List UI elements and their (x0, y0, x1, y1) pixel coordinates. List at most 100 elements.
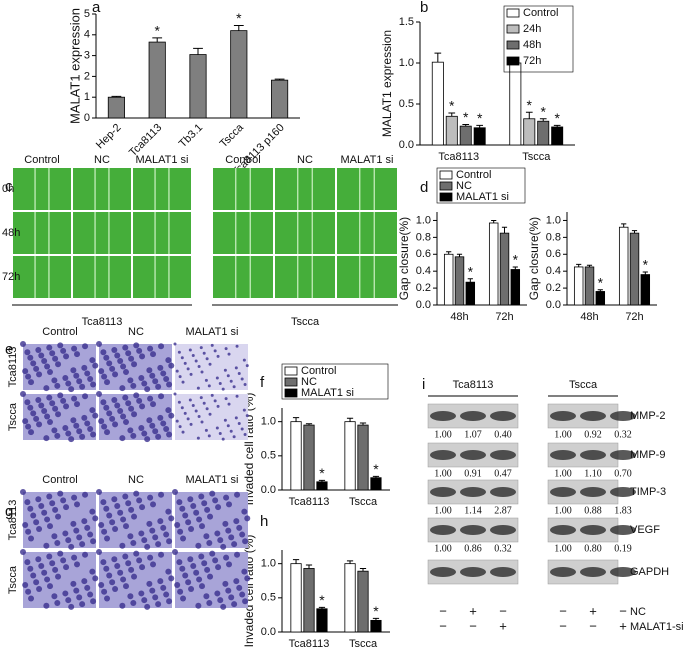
cell (92, 362, 99, 369)
cell (43, 385, 50, 392)
error-bar (642, 271, 648, 275)
cell (181, 380, 185, 384)
cell (117, 569, 124, 576)
cell (130, 599, 137, 606)
cell (38, 563, 45, 569)
treatment-sign: − (619, 603, 627, 618)
cell (155, 433, 162, 440)
cell (55, 573, 62, 580)
cell (73, 527, 80, 534)
cell (125, 400, 132, 407)
micrograph-shade (13, 168, 71, 210)
cell (200, 370, 204, 374)
cell (119, 602, 126, 609)
error-bar (346, 560, 354, 564)
group-label: Tca8113 (453, 379, 494, 391)
cell (202, 351, 206, 355)
blot-band (550, 487, 576, 497)
cell (20, 391, 26, 397)
significance-mark: * (373, 603, 379, 619)
cell (217, 537, 224, 544)
legend-frame (436, 167, 526, 204)
cell (65, 537, 72, 544)
cell (62, 530, 69, 537)
y-tick-label: 0.6 (416, 248, 431, 260)
cell (158, 343, 165, 350)
cell (205, 407, 209, 411)
cell (199, 523, 206, 530)
cell (73, 422, 80, 429)
error-bar (372, 475, 380, 478)
cell (199, 396, 203, 400)
cell (33, 519, 40, 526)
cell (163, 531, 170, 538)
treatment-sign: + (619, 618, 627, 633)
cell (179, 565, 186, 572)
cell (114, 503, 121, 509)
cell (24, 499, 31, 506)
cell (35, 496, 42, 503)
cell (119, 435, 126, 442)
cell (25, 423, 32, 430)
cell (57, 550, 64, 557)
cell (221, 437, 225, 441)
cell (226, 374, 230, 378)
cell (136, 557, 143, 564)
band-ratio: 0.70 (614, 468, 632, 479)
bar (537, 120, 550, 146)
cell (152, 378, 159, 385)
cell (112, 421, 119, 428)
cell (55, 361, 62, 368)
cell (55, 513, 62, 520)
legend-swatch (284, 366, 298, 376)
cell (157, 364, 164, 371)
cell (76, 594, 83, 601)
cell (82, 491, 89, 498)
cell (52, 506, 59, 513)
significance-mark: * (373, 461, 379, 477)
bar (431, 61, 444, 146)
cell (128, 506, 135, 513)
row-label: Tca8113 (7, 347, 19, 388)
column-label: MALAT1 si (186, 326, 239, 338)
cell (172, 549, 178, 555)
cell (65, 430, 72, 437)
cell (68, 543, 75, 550)
x-tick-label: 72h (495, 311, 513, 323)
bar (148, 41, 166, 119)
bar (370, 477, 382, 491)
cell (28, 429, 35, 436)
significance-mark: * (477, 110, 483, 126)
y-tick-label: 1.0 (416, 214, 431, 226)
cell (147, 494, 154, 501)
micrograph-shade (73, 256, 131, 298)
cell (76, 534, 83, 541)
cell (232, 385, 236, 389)
cell (224, 397, 228, 401)
band-ratio: 0.32 (614, 429, 632, 440)
cell (193, 509, 200, 516)
cell (234, 551, 241, 558)
row-label: 48h (2, 227, 20, 239)
cell (114, 563, 121, 569)
y-axis-label: MALAT1 expression (67, 8, 82, 124)
cell (187, 496, 194, 503)
cell (207, 573, 214, 580)
cell (36, 421, 43, 428)
cell (90, 381, 97, 388)
treatment-sign: − (589, 618, 597, 633)
cell (109, 365, 116, 372)
cell (197, 365, 201, 369)
cell (160, 420, 167, 427)
cell (136, 397, 143, 404)
cell (186, 367, 190, 371)
cell (214, 530, 221, 537)
error-bar (274, 78, 285, 81)
bar (443, 253, 454, 306)
cell (183, 361, 187, 365)
cell (24, 349, 31, 356)
cell (227, 352, 231, 356)
cell (209, 550, 216, 557)
column-label: MALAT1 si (136, 154, 189, 166)
legend-label: 24h (523, 23, 541, 35)
